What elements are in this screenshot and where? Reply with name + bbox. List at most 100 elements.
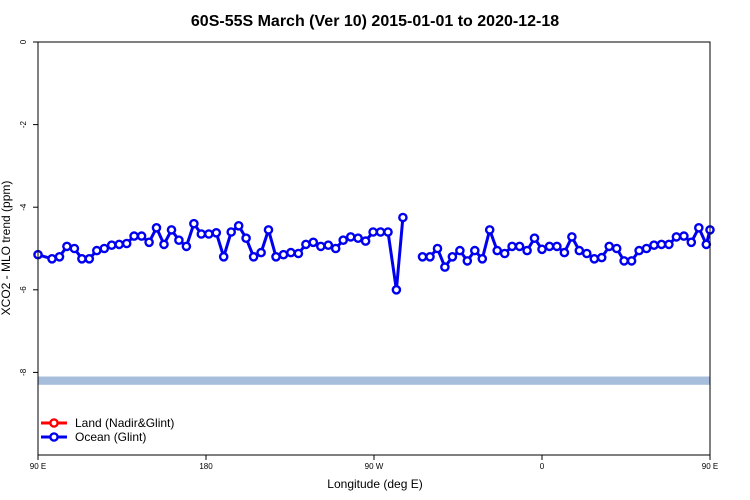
data-point-ocean	[181, 241, 192, 252]
data-point-ocean	[159, 239, 169, 250]
data-point-ocean	[151, 222, 162, 233]
data-point-ocean	[477, 253, 488, 264]
x-tick-label: 0	[540, 462, 545, 471]
data-point-ocean	[174, 235, 184, 245]
series-layer	[33, 212, 715, 295]
data-point-ocean	[514, 241, 525, 252]
data-point-ocean	[537, 244, 547, 255]
y-axis-label: XCO2 - MLO trend (ppm)	[0, 181, 13, 316]
data-point-ocean	[469, 245, 480, 256]
x-tick-label: 180	[199, 462, 213, 471]
data-point-ocean	[338, 235, 349, 245]
data-point-ocean	[226, 227, 236, 237]
data-point-ocean	[353, 233, 363, 243]
data-point-ocean	[368, 227, 378, 237]
data-point-ocean	[611, 243, 622, 254]
data-point-ocean	[114, 239, 124, 250]
data-point-ocean	[701, 239, 712, 250]
data-point-ocean	[330, 243, 341, 254]
data-point-ocean	[664, 239, 674, 250]
data-point-ocean	[308, 237, 319, 248]
data-point-ocean	[447, 251, 458, 262]
data-point-ocean	[77, 253, 87, 264]
axes-layer: 0 -2 -4 -6 -8 90 E 180 90 W 0 90 E	[19, 39, 718, 471]
data-point-ocean	[604, 241, 615, 252]
legend-entry-label: Ocean (Glint)	[75, 430, 146, 444]
legend: Land (Nadir&Glint)Ocean (Glint)	[41, 416, 174, 444]
data-point-ocean	[315, 241, 326, 252]
chart-title: 60S-55S March (Ver 10) 2015-01-01 to 202…	[191, 13, 559, 30]
data-point-ocean	[196, 229, 207, 239]
legend-entry-label: Land (Nadir&Glint)	[75, 416, 174, 430]
x-tick-label: 90 W	[365, 462, 384, 471]
data-point-ocean	[432, 243, 443, 254]
data-point-ocean	[484, 225, 495, 235]
data-point-ocean	[144, 237, 154, 248]
data-point-ocean	[671, 232, 682, 242]
data-point-ocean	[54, 251, 65, 262]
data-point-ocean	[129, 231, 139, 241]
data-point-ocean	[256, 247, 266, 258]
data-point-ocean	[641, 243, 652, 254]
data-point-ocean	[263, 225, 274, 235]
data-point-ocean	[189, 218, 199, 229]
data-point-ocean	[218, 251, 229, 262]
data-point-ocean	[345, 232, 356, 242]
data-point-ocean	[462, 256, 473, 266]
data-point-ocean	[106, 240, 117, 250]
x-tick-label: 90 E	[702, 462, 718, 471]
data-point-ocean	[634, 245, 644, 256]
data-point-ocean	[507, 241, 517, 252]
data-point-ocean	[136, 231, 147, 241]
band-layer	[38, 376, 710, 385]
y-tick-label: -2	[19, 120, 28, 128]
data-point-ocean	[360, 236, 371, 246]
data-point-ocean	[278, 249, 289, 260]
x-axis-label: Longitude (deg E)	[327, 477, 422, 491]
data-point-ocean	[544, 241, 555, 252]
data-point-ocean	[323, 240, 334, 250]
data-point-ocean	[694, 222, 704, 233]
data-point-ocean	[286, 247, 296, 258]
legend-swatch-marker	[49, 418, 59, 428]
data-point-ocean	[233, 220, 244, 231]
data-point-ocean	[626, 256, 637, 266]
data-point-ocean	[649, 240, 659, 250]
data-point-ocean	[166, 225, 177, 235]
data-point-ocean	[619, 256, 629, 266]
data-point-ocean	[203, 229, 214, 239]
x-tick-label: 90 E	[30, 462, 46, 471]
data-point-ocean	[574, 245, 585, 256]
data-point-ocean	[679, 231, 689, 241]
data-point-ocean	[375, 227, 386, 237]
data-point-ocean	[383, 227, 393, 237]
data-point-ocean	[656, 239, 667, 250]
data-point-ocean	[248, 251, 259, 262]
data-point-ocean	[47, 253, 57, 264]
data-point-ocean	[398, 212, 408, 223]
data-point-ocean	[522, 245, 532, 256]
data-point-ocean	[582, 248, 592, 259]
data-point-ocean	[455, 245, 465, 256]
data-point-ocean	[99, 243, 110, 254]
data-point-ocean	[121, 238, 132, 249]
y-tick-label: 0	[19, 39, 28, 44]
data-point-ocean	[686, 237, 697, 248]
data-point-ocean	[492, 245, 503, 256]
data-point-ocean	[92, 245, 102, 256]
data-point-ocean	[241, 233, 251, 243]
data-point-ocean	[529, 233, 540, 243]
data-point-ocean	[425, 251, 435, 262]
data-point-ocean	[559, 247, 570, 258]
data-point-ocean	[293, 248, 304, 259]
data-point-ocean	[596, 252, 607, 263]
y-tick-label: -8	[19, 368, 28, 376]
data-point-ocean	[62, 241, 72, 252]
legend-swatch-marker	[49, 432, 59, 442]
data-point-ocean	[552, 241, 562, 252]
data-point-ocean	[499, 248, 510, 259]
reference-band	[38, 376, 710, 385]
data-point-ocean	[589, 253, 600, 264]
data-point-ocean	[271, 251, 281, 262]
